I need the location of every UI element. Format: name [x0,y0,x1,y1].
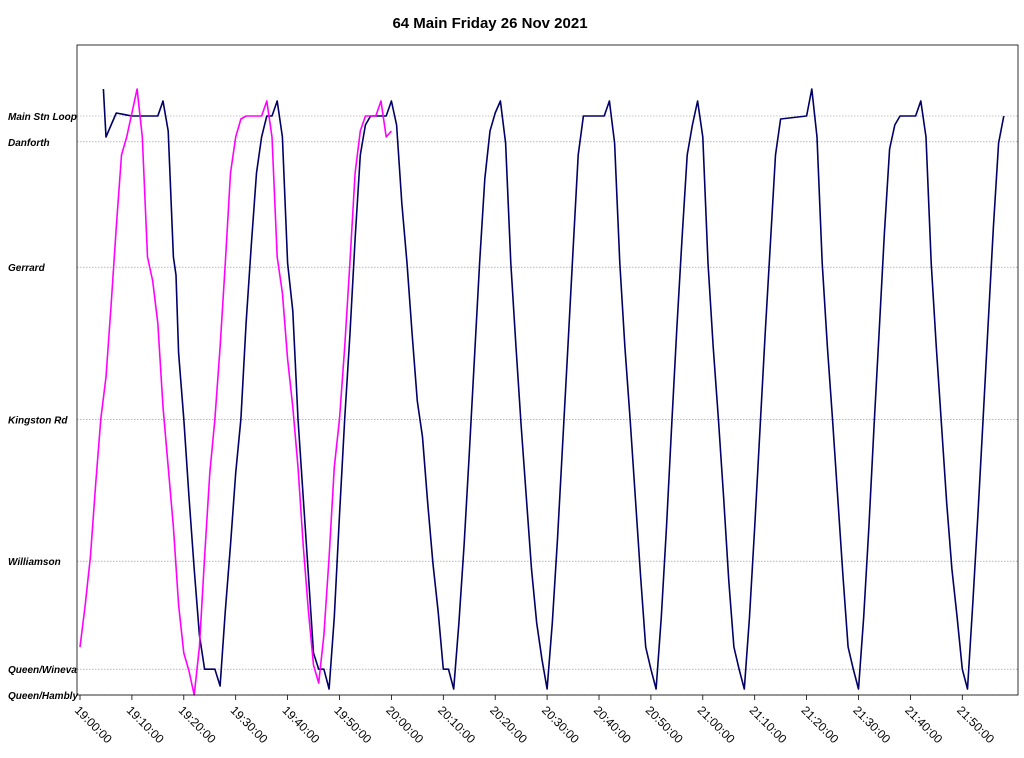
x-tick-label: 20:50:00 [643,703,686,746]
x-tick-label: 19:10:00 [124,703,167,746]
x-tick-label: 19:30:00 [228,703,271,746]
y-tick-label: Main Stn Loop [8,112,77,123]
x-tick-label: 19:20:00 [176,703,219,746]
x-tick-label: 20:20:00 [487,703,530,746]
chart-title: 64 Main Friday 26 Nov 2021 [392,15,587,32]
x-tick-label: 20:00:00 [383,703,426,746]
y-tick-label: Queen/Hambly [8,691,78,702]
x-tick-label: 19:40:00 [279,703,322,746]
y-tick-label: Kingston Rd [8,416,68,427]
x-tick-label: 20:30:00 [539,703,582,746]
x-tick-label: 21:50:00 [954,703,997,746]
x-tick-label: 20:40:00 [591,703,634,746]
series-lines [79,88,1005,696]
y-tick-label: Queen/Wineva [8,665,77,676]
x-tick-label: 21:30:00 [850,703,893,746]
x-tick-label: 21:10:00 [747,703,790,746]
x-tick-label: 21:20:00 [798,703,841,746]
y-axis-labels: Main Stn Loop Danforth Gerrard Kingston Rd W… [8,112,78,702]
x-tick-label: 19:50:00 [331,703,374,746]
y-tick-label: Danforth [8,138,50,149]
y-tick-label: Gerrard [8,263,46,274]
series-line-1 [102,88,1005,690]
x-tick-label: 21:00:00 [695,703,738,746]
y-tick-label: Williamson [8,557,61,568]
x-axis-ticks: 19:00:00 19:10:00 19:20:00 19:30:00 19:40:00… [72,695,997,746]
plot-frame [76,44,1019,696]
x-tick-label: 19:00:00 [72,703,115,746]
gridlines [77,115,1018,696]
x-tick-label: 20:10:00 [435,703,478,746]
x-tick-label: 21:40:00 [902,703,945,746]
series-line-2 [79,88,393,696]
